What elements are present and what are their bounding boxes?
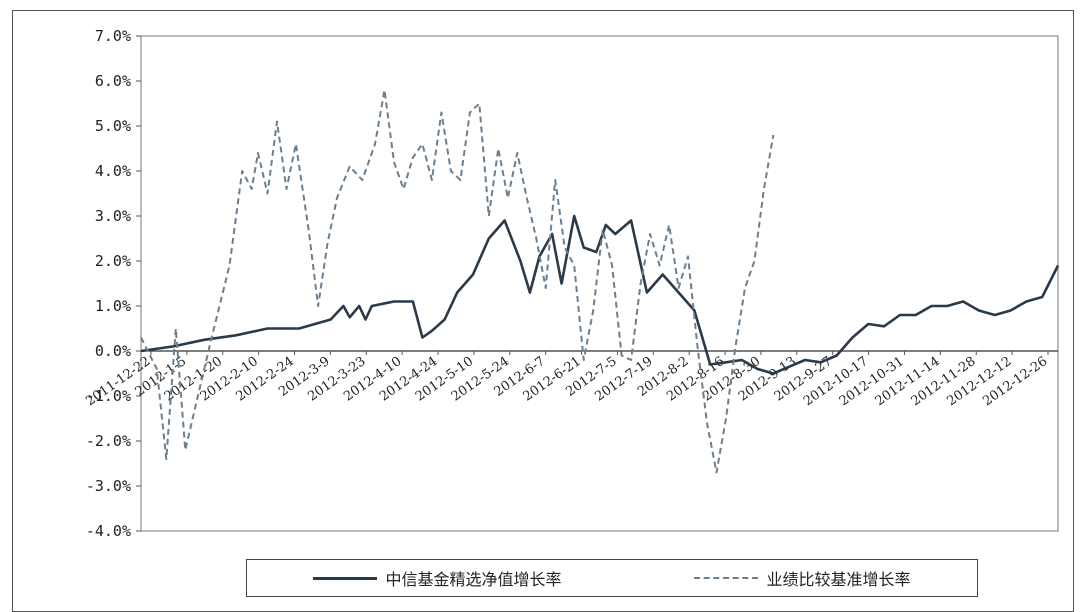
y-tick-label: 0.0%	[95, 342, 131, 360]
legend-item-benchmark: 业绩比较基准增长率	[694, 566, 911, 590]
chart-legend: 中信基金精选净值增长率 业绩比较基准增长率	[246, 559, 978, 597]
plot-area	[140, 35, 1059, 532]
legend-swatch-dashed	[694, 577, 759, 579]
y-tick-label: -4.0%	[86, 522, 131, 540]
y-tick-label: -1.0%	[86, 387, 131, 405]
series-line-fund	[140, 214, 1060, 375]
series-line-benchmark	[140, 89, 775, 474]
y-tick-label: 7.0%	[95, 27, 131, 45]
y-tick-label: 6.0%	[95, 72, 131, 90]
legend-swatch-solid	[313, 576, 378, 580]
line-chart: 7.0% 6.0% 5.0% 4.0% 3.0% 2.0% 1.0% 0.0% -1.0% -2.…	[83, 27, 1060, 540]
legend-label-fund: 中信基金精选净值增长率	[385, 570, 562, 589]
legend-item-fund: 中信基金精选净值增长率	[313, 566, 562, 590]
y-tick-label: 3.0%	[95, 207, 131, 225]
y-tick-label: 5.0%	[95, 117, 131, 135]
y-tick-label: 2.0%	[95, 252, 131, 270]
legend-label-benchmark: 业绩比较基准增长率	[766, 570, 911, 589]
y-tick-label: 1.0%	[95, 297, 131, 315]
y-tick-label: -3.0%	[86, 477, 131, 495]
chart-frame: 7.0% 6.0% 5.0% 4.0% 3.0% 2.0% 1.0% 0.0% -1.0% -2.…	[12, 10, 1074, 612]
y-tick-label: -2.0%	[86, 432, 131, 450]
y-tick-label: 4.0%	[95, 162, 131, 180]
